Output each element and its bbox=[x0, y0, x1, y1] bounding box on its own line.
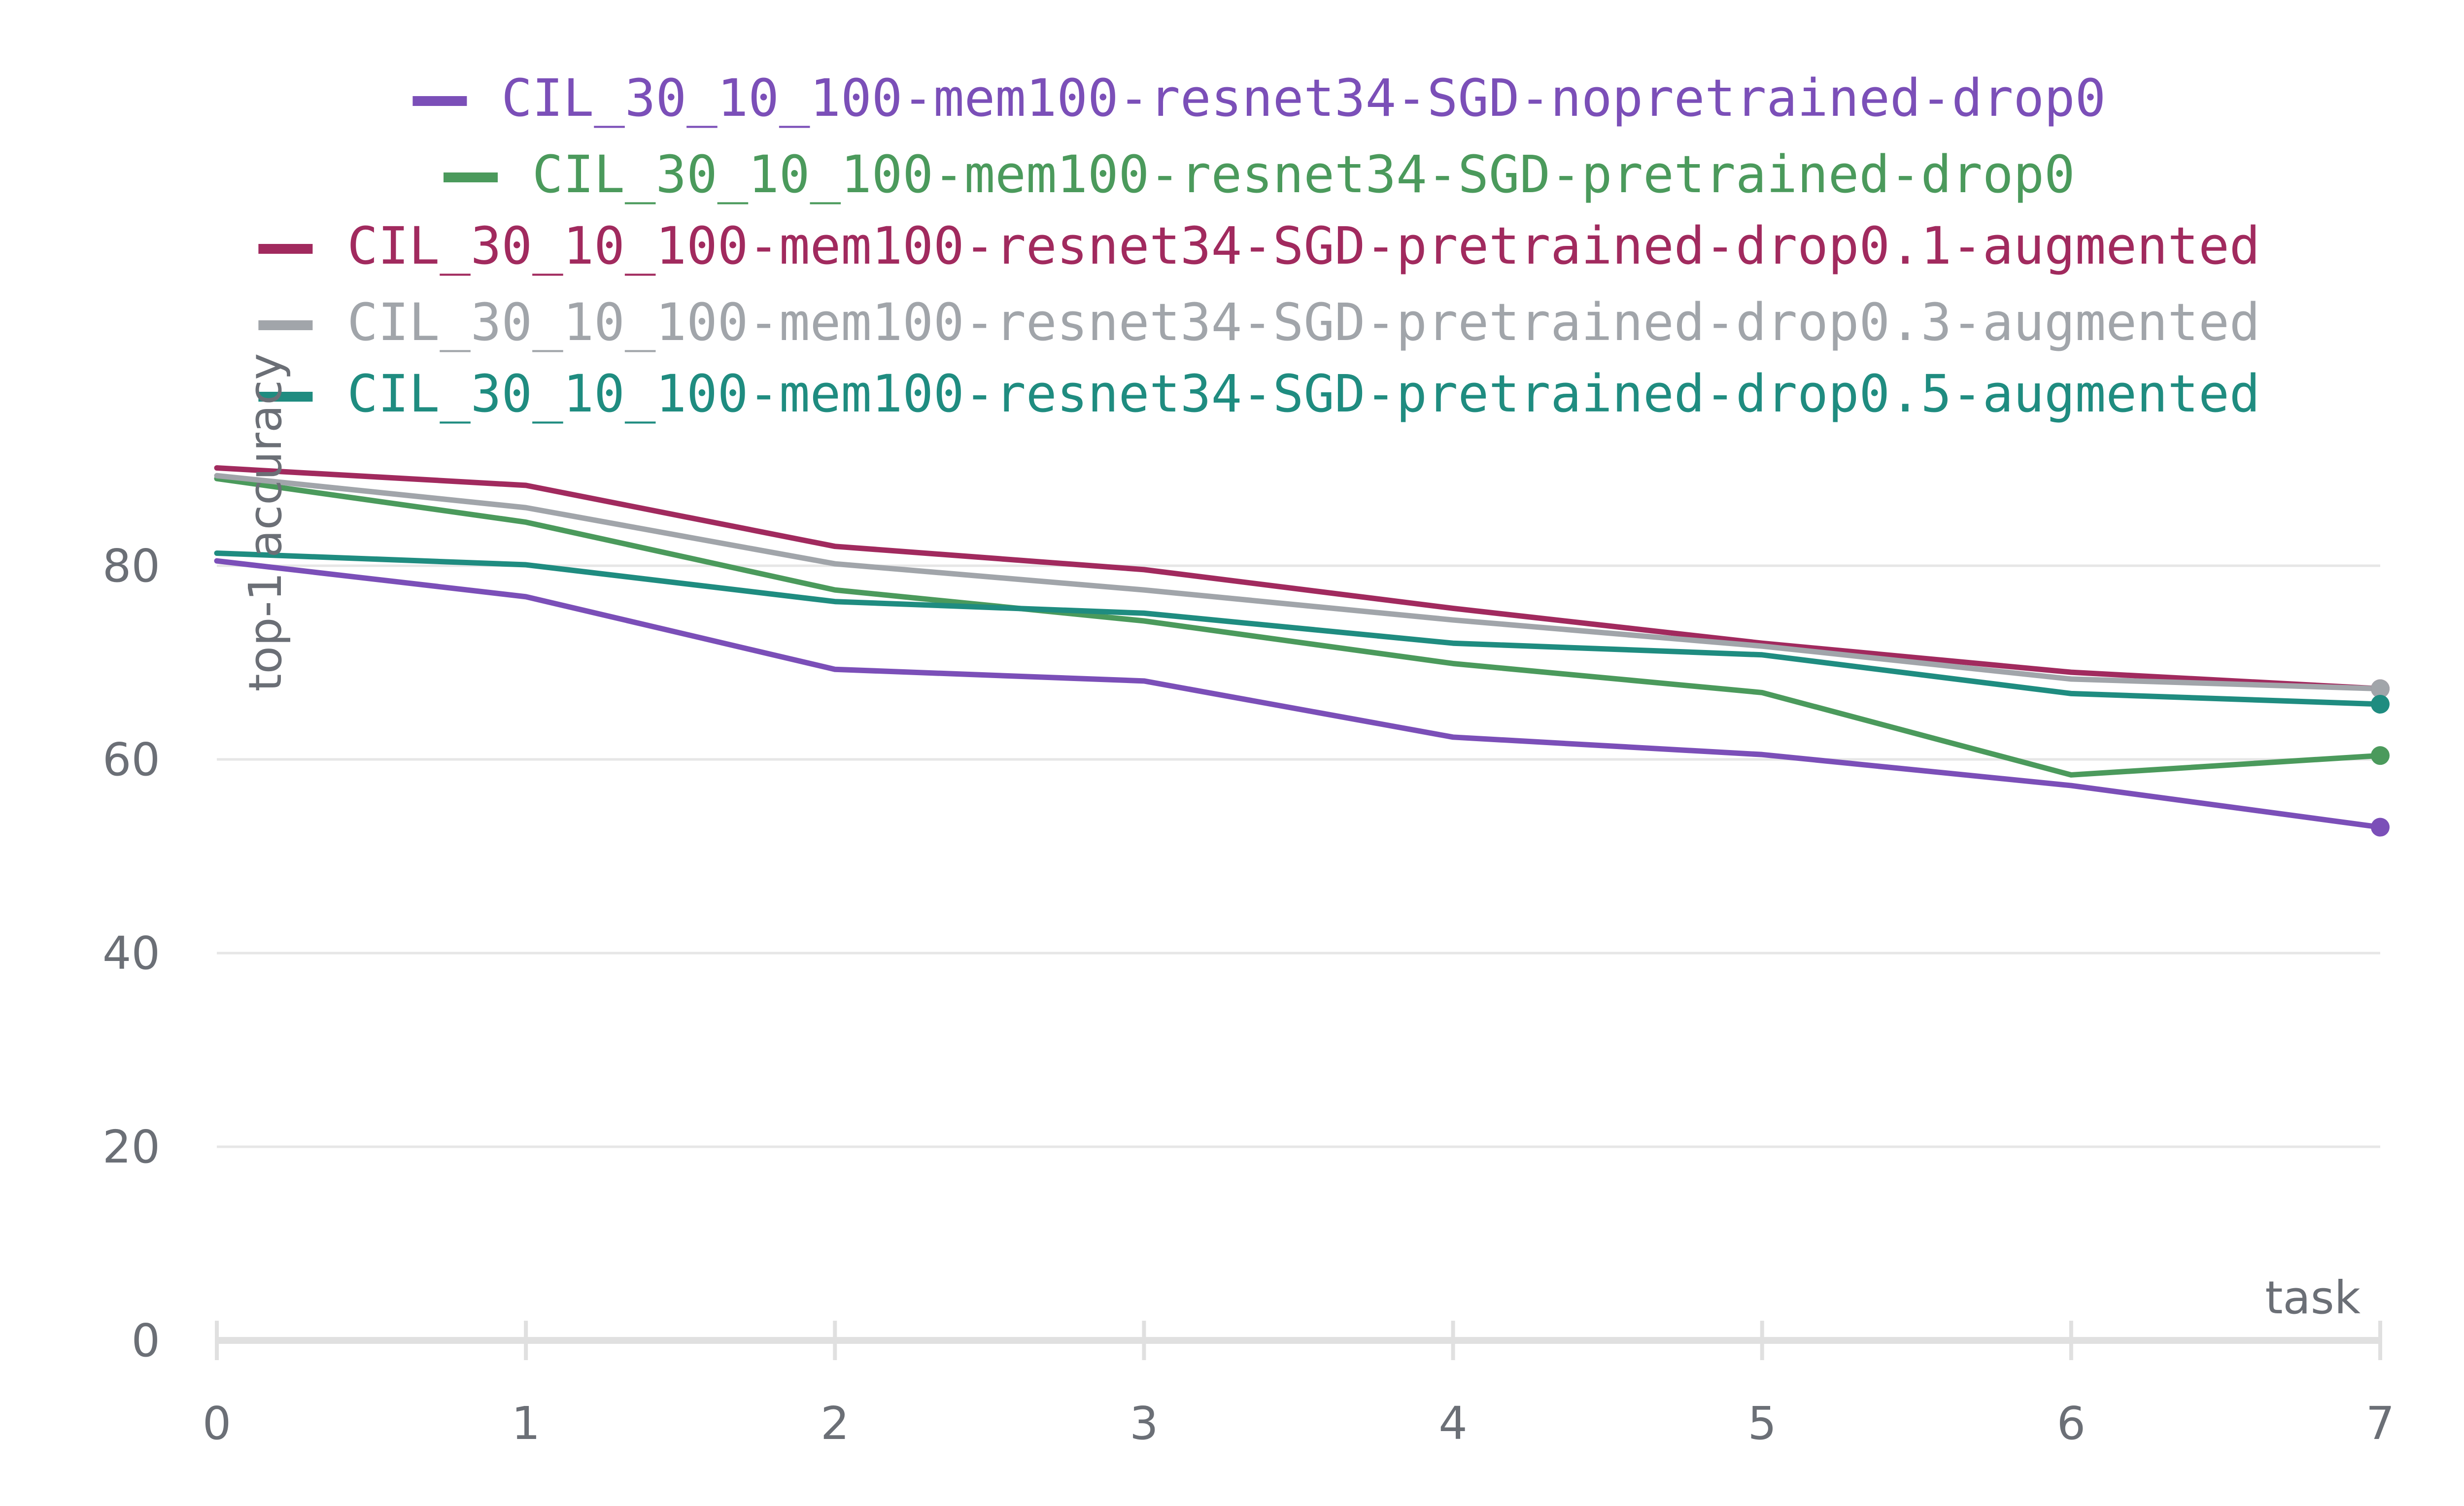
x-tick-label-4: 4 bbox=[1438, 1397, 1468, 1450]
grid-lines bbox=[217, 564, 2380, 1148]
legend-label-0: CIL_30_10_100-mem100-resnet34-SGD-nopret… bbox=[501, 68, 2106, 128]
series-end-point-4 bbox=[2371, 694, 2390, 714]
legend-label-3: CIL_30_10_100-mem100-resnet34-SGD-pretra… bbox=[347, 292, 2260, 352]
series-end-point-0 bbox=[2371, 818, 2390, 837]
series-line-4 bbox=[214, 550, 2383, 707]
legend-label-2: CIL_30_10_100-mem100-resnet34-SGD-pretra… bbox=[347, 216, 2260, 276]
end-markers bbox=[2371, 679, 2390, 837]
series-line-3 bbox=[214, 473, 2383, 692]
series-lines bbox=[214, 465, 2383, 830]
series-line-0 bbox=[214, 558, 2383, 830]
legend: CIL_30_10_100-mem100-resnet34-SGD-nopret… bbox=[258, 68, 2260, 424]
series-line-2 bbox=[214, 465, 2383, 692]
series-end-point-3 bbox=[2371, 679, 2390, 698]
x-axis-label: task bbox=[2265, 1271, 2361, 1324]
y-tick-label-20: 20 bbox=[103, 1121, 160, 1173]
y-tick-label-0: 0 bbox=[131, 1314, 160, 1367]
series-line-1 bbox=[214, 476, 2383, 778]
x-axis: 0 1 2 3 4 5 6 7 bbox=[203, 1321, 2395, 1450]
y-tick-label-40: 40 bbox=[103, 927, 160, 980]
x-tick-label-0: 0 bbox=[203, 1397, 232, 1450]
y-tick-label-80: 80 bbox=[103, 540, 160, 592]
x-tick-label-7: 7 bbox=[2366, 1397, 2395, 1450]
x-tick-label-2: 2 bbox=[821, 1397, 850, 1450]
legend-label-4: CIL_30_10_100-mem100-resnet34-SGD-pretra… bbox=[347, 364, 2260, 424]
x-tick-label-6: 6 bbox=[2057, 1397, 2086, 1450]
y-axis-ticks: 0 20 40 60 80 bbox=[103, 540, 160, 1367]
x-tick-label-3: 3 bbox=[1129, 1397, 1159, 1450]
legend-label-1: CIL_30_10_100-mem100-resnet34-SGD-pretra… bbox=[532, 144, 2075, 205]
y-axis-label: top-1 accuracy bbox=[239, 353, 292, 692]
y-tick-label-60: 60 bbox=[103, 733, 160, 786]
x-tick-label-1: 1 bbox=[512, 1397, 541, 1450]
x-tick-label-5: 5 bbox=[1747, 1397, 1777, 1450]
series-end-point-1 bbox=[2371, 746, 2390, 765]
